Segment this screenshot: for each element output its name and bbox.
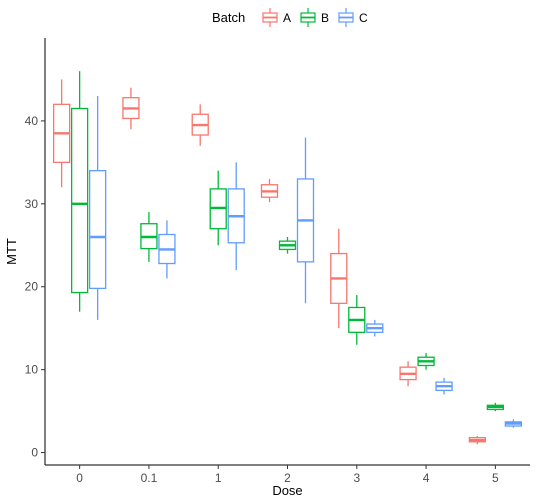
x-tick-label: 2 — [284, 471, 291, 485]
legend-label: B — [321, 11, 329, 25]
legend-item-C: C — [338, 8, 368, 27]
y-tick-label: 10 — [25, 363, 39, 377]
box-iqr — [70, 107, 89, 294]
box-C-dose-2 — [296, 137, 315, 304]
x-axis-title: Dose — [272, 483, 302, 498]
box-B-dose-0 — [70, 71, 89, 312]
box-A-dose-1 — [191, 104, 209, 146]
box-A-dose-0.1 — [122, 87, 140, 130]
box-C-dose-1 — [227, 162, 245, 271]
box-layer — [52, 71, 523, 445]
box-C-dose-4 — [435, 377, 453, 395]
box-C-dose-0.1 — [158, 220, 176, 279]
box-A-dose-4 — [399, 361, 417, 387]
box-B-dose-0.1 — [140, 212, 158, 262]
x-tick-label: 3 — [353, 471, 360, 485]
y-tick-label: 30 — [25, 197, 39, 211]
y-axis-title: MTT — [4, 238, 19, 265]
box-C-dose-0 — [88, 96, 107, 320]
legend-label: C — [359, 11, 368, 25]
y-tick-label: 20 — [25, 280, 39, 294]
box-B-dose-2 — [278, 236, 297, 254]
box-C-dose-3 — [366, 319, 384, 337]
y-tick-label: 40 — [25, 114, 39, 128]
legend-label: A — [283, 11, 291, 25]
box-A-dose-2 — [260, 178, 279, 203]
x-axis-ticks: 0 0.1 1 2 3 4 5 — [76, 465, 499, 485]
box-B-dose-5 — [486, 402, 505, 412]
x-tick-label: 4 — [423, 471, 430, 485]
y-tick-label: 0 — [31, 446, 38, 460]
box-iqr — [88, 170, 107, 290]
x-tick-label: 1 — [215, 471, 222, 485]
x-tick-label: 5 — [492, 471, 499, 485]
box-A-dose-5 — [468, 435, 487, 445]
legend-item-B: B — [300, 8, 329, 27]
box-B-dose-1 — [209, 170, 227, 246]
box-C-dose-5 — [504, 419, 523, 428]
legend-title: Batch — [212, 10, 245, 25]
legend-item-A: A — [262, 8, 291, 27]
x-tick-label: 0.1 — [141, 471, 158, 485]
plot-area: 0 10 20 30 40 0 0.1 1 2 3 4 5 — [25, 38, 530, 485]
box-B-dose-4 — [417, 353, 435, 370]
box-B-dose-3 — [348, 295, 366, 345]
y-axis-ticks: 0 10 20 30 40 — [25, 114, 45, 460]
legend: Batch A B C — [212, 8, 368, 27]
x-tick-label: 0 — [76, 471, 83, 485]
box-A-dose-3 — [330, 228, 348, 329]
box-A-dose-0 — [52, 79, 71, 188]
